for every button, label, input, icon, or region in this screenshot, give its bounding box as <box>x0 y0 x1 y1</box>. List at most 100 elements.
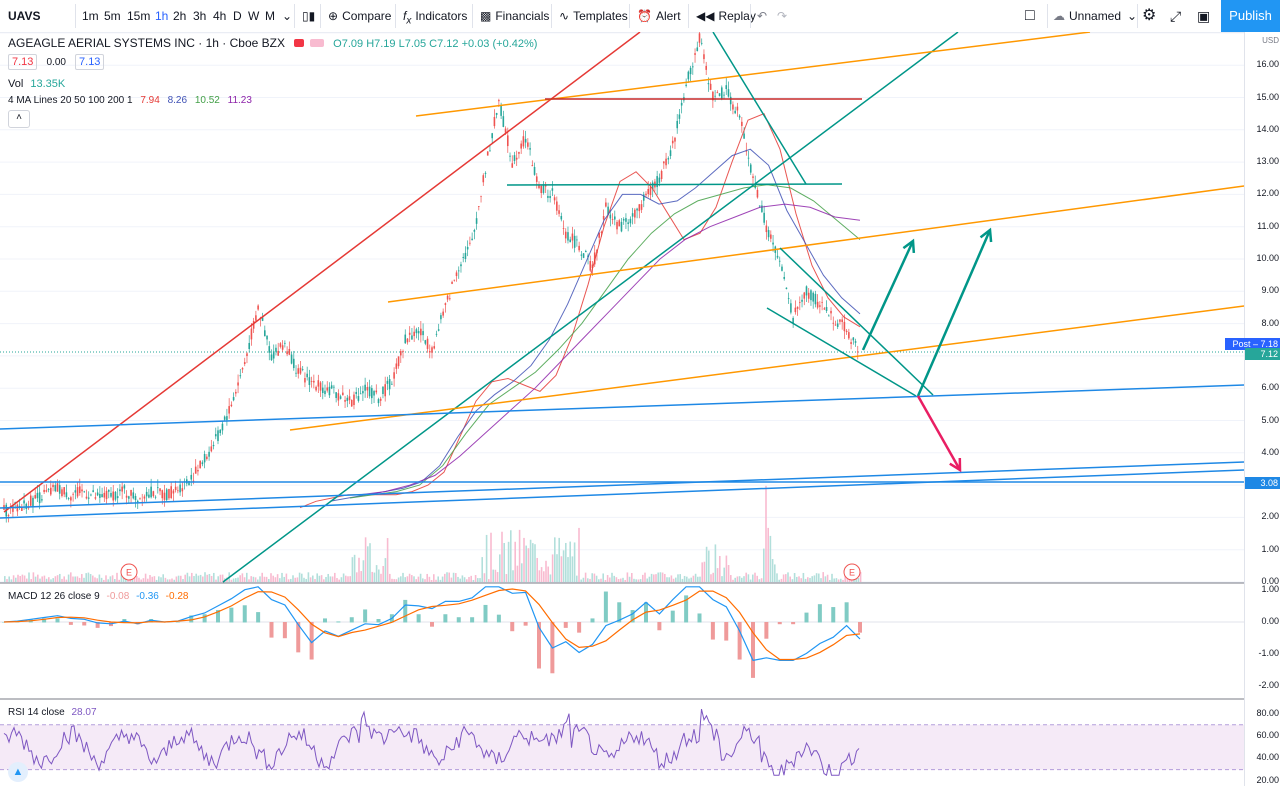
volume-bar <box>424 579 426 582</box>
candle-body <box>790 303 792 313</box>
channel-line-teal <box>766 307 917 397</box>
candle-body <box>197 469 199 472</box>
financials-button[interactable]: ▩ Financials <box>480 0 549 32</box>
candle-body <box>246 353 248 357</box>
candle-body <box>119 489 121 492</box>
volume-bar <box>375 565 378 582</box>
volume-bar <box>668 577 670 582</box>
candle-body <box>694 53 696 55</box>
candle-body <box>292 358 295 369</box>
interval-4h[interactable]: 4h <box>213 9 227 23</box>
publish-button[interactable]: Publish <box>1221 0 1280 32</box>
interval-d[interactable]: D <box>233 9 242 23</box>
volume-bar <box>560 556 563 582</box>
volume-bar <box>356 572 358 582</box>
volume-bar <box>105 575 107 582</box>
interval-w[interactable]: W <box>248 9 260 23</box>
candle-body <box>388 379 391 390</box>
macd-histogram-bar <box>229 607 234 623</box>
macd-line <box>3 586 861 662</box>
volume-bar <box>329 576 332 582</box>
indicators-button[interactable]: fx Indicators <box>403 0 467 32</box>
candle-body <box>622 219 625 221</box>
fx-icon: fx <box>403 9 412 27</box>
candle-body <box>821 301 823 303</box>
candle-body <box>607 206 609 215</box>
candle-body <box>382 386 384 395</box>
candle-body <box>687 71 690 80</box>
camera-icon[interactable]: ▣ <box>1197 8 1211 24</box>
interval-m[interactable]: M <box>265 9 275 23</box>
volume-bar <box>582 577 585 582</box>
candle-body <box>585 251 587 253</box>
ask-box[interactable]: 7.13 <box>75 54 105 70</box>
candle-body <box>495 112 498 115</box>
volume-bar <box>798 576 800 582</box>
volume-bar <box>653 574 655 582</box>
interval-2h[interactable]: 2h <box>173 9 187 23</box>
volume-bar <box>320 575 323 582</box>
toolbar-divider <box>1137 4 1138 28</box>
candle-body <box>542 185 545 193</box>
volume-bar <box>109 576 112 582</box>
alert-button[interactable]: ⏰ Alert <box>637 0 681 32</box>
volume-bar <box>217 576 219 582</box>
volume-bar <box>523 537 525 582</box>
undo-icon[interactable]: ↶ <box>757 9 768 23</box>
macd-histogram-bar <box>630 610 635 623</box>
volume-bar <box>822 572 824 582</box>
candle-body <box>415 329 418 334</box>
interval-3h[interactable]: 3h <box>193 9 207 23</box>
bid-box[interactable]: 7.13 <box>8 54 38 70</box>
candle-body <box>498 100 500 102</box>
channel-line-teal <box>779 247 934 396</box>
price-axis[interactable]: USD 16.00 15.00 14.00 13.00 12.00 11.00 10.00 9… <box>1225 32 1280 786</box>
candle-body <box>375 390 378 393</box>
candle-body <box>680 102 683 106</box>
chevron-down-icon[interactable]: ⌄ <box>282 9 293 23</box>
collapse-legend-button[interactable]: ˄ <box>8 110 30 128</box>
interval-15m[interactable]: 15m <box>127 9 151 23</box>
tradingview-logo-icon[interactable]: ▲ <box>8 762 28 782</box>
volume-bar <box>587 578 589 582</box>
volume-bar <box>408 573 411 582</box>
fullscreen-icon[interactable]: ⤢ <box>1170 8 1182 24</box>
compare-label: Compare <box>342 9 392 23</box>
redo-icon[interactable]: ↷ <box>777 9 788 23</box>
volume-bar <box>83 577 85 582</box>
macd-histogram-bar <box>430 622 434 627</box>
candle-body <box>727 89 730 97</box>
volume-bar <box>507 541 510 582</box>
macd-histogram-bar <box>523 622 528 626</box>
compare-button[interactable]: ⊕ Compare <box>328 0 391 32</box>
candle-body <box>83 491 86 493</box>
interval-5m[interactable]: 5m <box>104 9 121 23</box>
interval-1m[interactable]: 1m <box>82 9 99 23</box>
volume-bar <box>622 577 624 582</box>
square-icon[interactable]: □ <box>1025 7 1035 24</box>
candle-body <box>121 486 123 492</box>
candle-body <box>145 491 148 497</box>
symbol-search[interactable]: UAVS <box>8 9 41 23</box>
layout-menu[interactable]: ☁ Unnamed ⌄ <box>1053 0 1137 32</box>
volume-bar <box>466 579 468 582</box>
candle-body <box>248 342 251 349</box>
volume-bar <box>87 572 90 582</box>
volume-bar <box>67 574 70 582</box>
gear-icon[interactable]: ⚙ <box>1142 7 1157 24</box>
candle-body <box>718 93 721 96</box>
volume-bar <box>580 579 582 582</box>
volume-bar <box>571 556 574 582</box>
volume-bar <box>72 576 74 582</box>
interval-1h[interactable]: 1h <box>155 9 169 23</box>
replay-button[interactable]: ◀◀ Replay <box>696 0 756 32</box>
candle-body <box>636 208 638 211</box>
candles-icon[interactable]: ▯▮ <box>302 9 316 23</box>
alarm-icon: ⏰ <box>637 9 652 23</box>
eye-icon[interactable] <box>310 39 325 47</box>
templates-button[interactable]: ∿ Templates <box>559 0 628 32</box>
volume-bar <box>529 539 532 582</box>
volume-bar <box>107 579 109 582</box>
